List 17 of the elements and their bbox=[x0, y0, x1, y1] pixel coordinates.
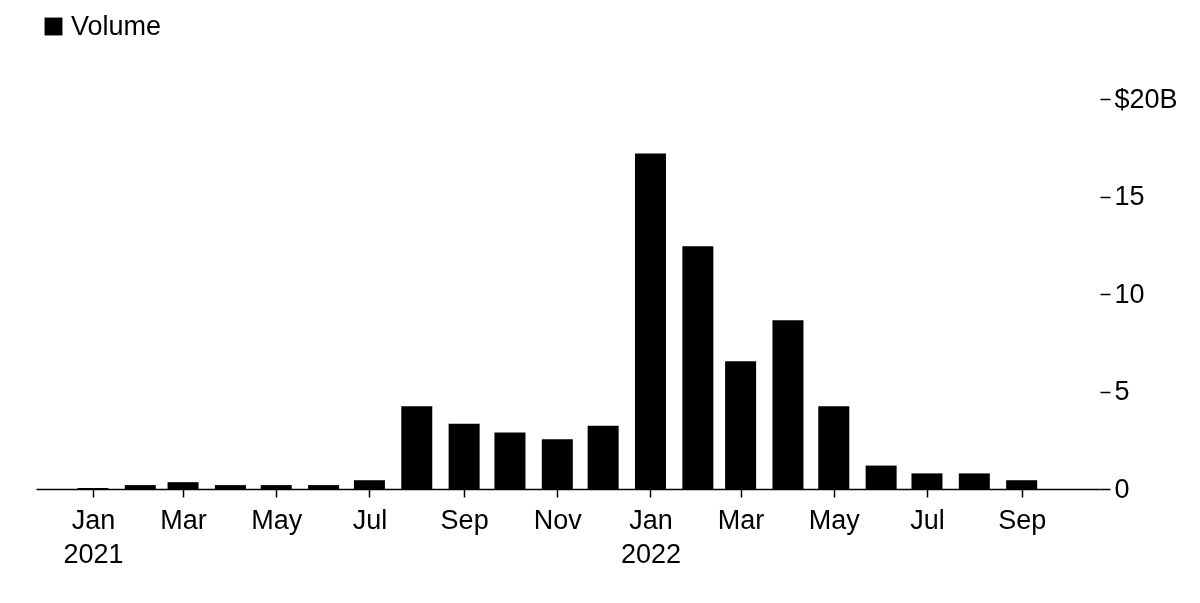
x-tick-label: May bbox=[251, 504, 303, 535]
y-tick-label: 5 bbox=[1114, 376, 1130, 406]
x-tick-label: Sep bbox=[440, 504, 489, 535]
y-tick-label: $20B bbox=[1114, 83, 1178, 114]
x-tick-label: Mar bbox=[160, 504, 207, 535]
x-tick-label: Sep bbox=[998, 504, 1047, 535]
x-tick-label: Jan 2021 bbox=[63, 504, 124, 569]
x-tick-label: Jul bbox=[910, 504, 945, 535]
legend-label: Volume bbox=[71, 10, 162, 41]
y-tick-label: 15 bbox=[1114, 181, 1145, 211]
x-tick-label: Mar bbox=[717, 504, 765, 535]
x-tick-label: Nov bbox=[533, 504, 583, 535]
y-tick-label: 0 bbox=[1114, 473, 1130, 504]
x-tick-label: May bbox=[808, 504, 861, 535]
x-tick-label: Jan 2022 bbox=[620, 504, 682, 569]
x-tick-label: Jul bbox=[352, 504, 388, 535]
y-tick-label: 10 bbox=[1114, 278, 1145, 309]
